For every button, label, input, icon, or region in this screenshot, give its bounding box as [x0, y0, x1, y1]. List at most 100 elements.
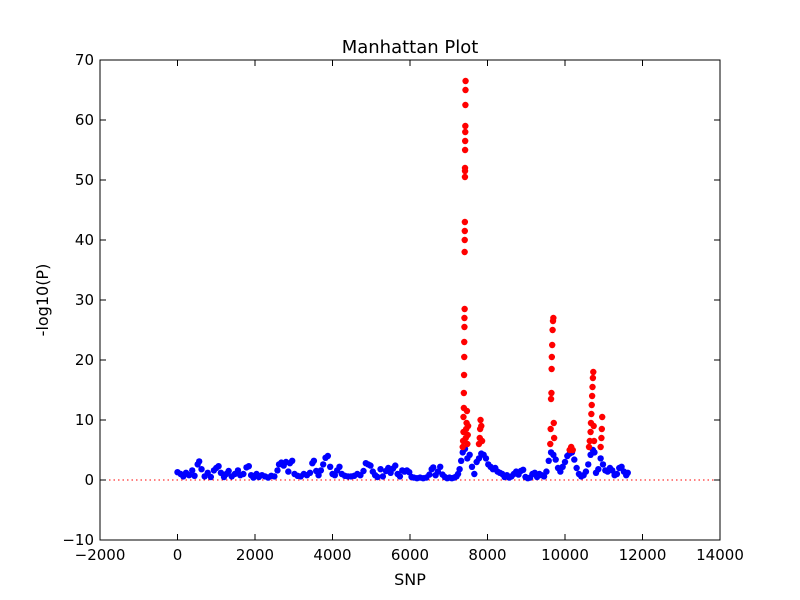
data-point	[461, 353, 468, 361]
data-point	[573, 464, 580, 472]
data-point	[557, 468, 564, 475]
y-tick-label: 0	[84, 471, 94, 489]
data-point	[462, 77, 469, 85]
data-point	[585, 461, 592, 468]
x-axis-label: SNP	[394, 570, 426, 589]
data-point	[392, 462, 399, 469]
data-point	[460, 413, 467, 421]
data-point	[599, 461, 607, 468]
data-point	[360, 467, 367, 475]
data-point	[478, 437, 486, 445]
data-point	[461, 236, 468, 244]
data-point	[461, 146, 469, 154]
data-point	[540, 473, 548, 480]
data-point	[613, 470, 621, 478]
data-point	[559, 463, 566, 470]
data-point	[547, 395, 555, 403]
data-point	[464, 440, 471, 448]
data-point	[189, 467, 196, 474]
data-point	[589, 374, 597, 382]
y-tick-label: −10	[62, 531, 94, 549]
data-point	[426, 471, 433, 478]
data-point	[462, 86, 469, 94]
data-point	[545, 457, 552, 464]
data-point	[582, 468, 590, 475]
data-point	[571, 456, 578, 463]
data-point	[548, 389, 555, 397]
data-point	[317, 467, 325, 474]
data-point	[588, 392, 596, 400]
data-point	[454, 470, 462, 478]
data-point	[215, 463, 222, 470]
data-point	[587, 428, 594, 436]
y-axis-label: -log10(P)	[33, 264, 52, 337]
data-point	[457, 457, 465, 464]
data-point	[477, 416, 484, 424]
data-point	[598, 425, 606, 433]
y-tick-label: 10	[75, 411, 94, 429]
data-point	[550, 451, 557, 458]
data-point	[590, 437, 598, 445]
data-point	[468, 463, 476, 470]
data-point	[306, 469, 314, 476]
data-point	[591, 449, 598, 456]
data-point	[519, 466, 527, 473]
data-point	[461, 173, 469, 181]
data-point	[597, 455, 604, 462]
data-point	[549, 326, 556, 334]
x-tick-label: 6000	[391, 546, 429, 564]
data-point	[461, 323, 468, 331]
data-point	[374, 473, 381, 481]
data-point	[396, 473, 404, 480]
data-point	[331, 472, 339, 479]
data-point	[460, 389, 468, 397]
data-point	[185, 472, 193, 479]
x-tick-label: 0	[173, 546, 183, 564]
data-point	[377, 466, 384, 473]
data-point	[548, 353, 556, 361]
data-point	[461, 305, 468, 313]
x-tick-label: 10000	[541, 546, 589, 564]
data-point	[430, 464, 437, 471]
x-tick-label: 4000	[313, 546, 351, 564]
data-point	[471, 470, 478, 478]
data-point	[462, 128, 469, 136]
data-point	[478, 422, 485, 430]
data-point	[585, 443, 593, 451]
data-point	[552, 456, 559, 463]
data-point	[234, 467, 242, 474]
data-point	[198, 466, 205, 473]
data-point	[461, 338, 468, 346]
data-point	[385, 464, 392, 472]
data-point	[324, 452, 332, 460]
data-point	[225, 467, 232, 475]
data-point	[461, 314, 468, 322]
plot-area: −2000 0 2000 4000 6000 8000 10000 12000 14000 −10…	[62, 51, 744, 564]
data-point	[460, 371, 468, 379]
data-point	[461, 137, 469, 145]
data-point	[589, 383, 596, 391]
data-point	[379, 473, 387, 480]
data-point	[618, 463, 625, 470]
y-tick-label: 30	[75, 291, 94, 309]
data-point	[462, 122, 469, 130]
data-point	[326, 463, 334, 470]
data-point	[336, 463, 343, 470]
y-tick-label: 20	[75, 351, 94, 369]
x-tick-label: 14000	[696, 546, 744, 564]
data-point	[590, 422, 597, 430]
data-point	[207, 473, 215, 481]
y-tick-label: 50	[75, 171, 94, 189]
x-tick-label: 2000	[236, 546, 274, 564]
y-tick-label: 40	[75, 231, 94, 249]
data-point	[191, 472, 198, 479]
data-point	[464, 431, 471, 439]
x-tick-label: 8000	[468, 546, 506, 564]
y-tick-label: 70	[75, 51, 94, 69]
data-point	[434, 468, 442, 475]
data-point	[569, 446, 576, 454]
data-point	[550, 434, 558, 442]
data-point	[285, 468, 292, 475]
data-point	[550, 314, 557, 322]
data-point	[367, 462, 374, 469]
